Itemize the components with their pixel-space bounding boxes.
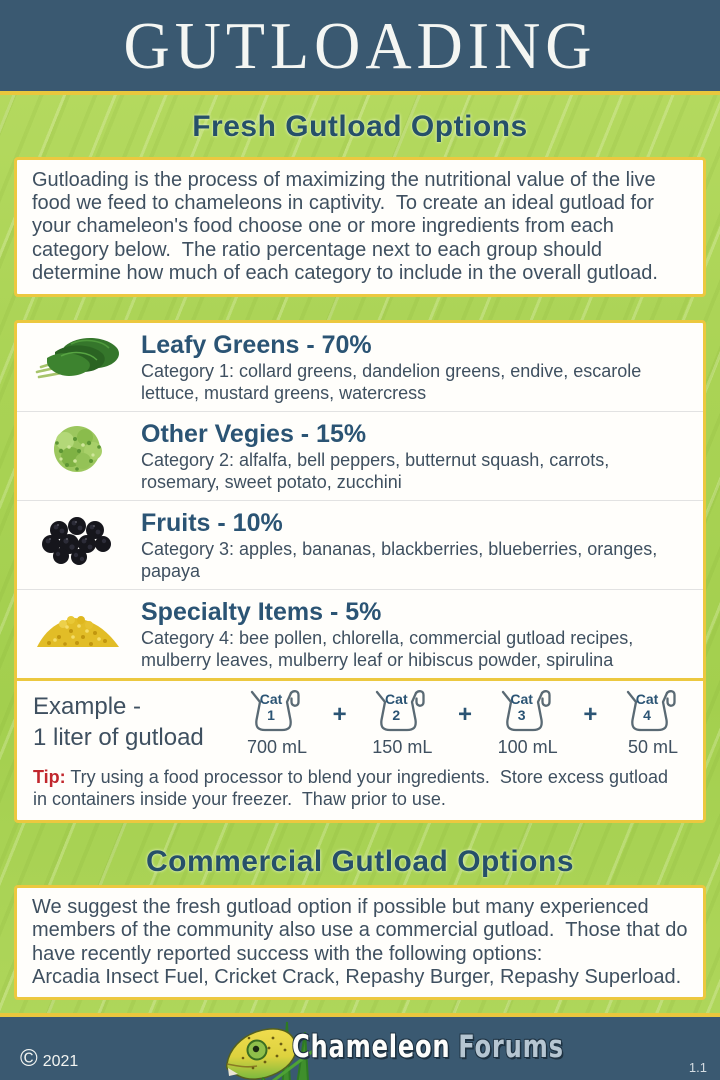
cup-amount: 100 mL xyxy=(497,736,558,757)
alfalfa-sprouts-photo xyxy=(29,420,129,478)
category-row-fruits: Fruits - 10% Category 3: apples, bananas… xyxy=(17,499,703,589)
category-title: Specialty Items - 5% xyxy=(141,597,382,626)
commercial-products: Arcadia Insect Fuel, Cricket Crack, Repa… xyxy=(32,965,682,988)
category-desc: Category 1: collard greens, dandelion gr… xyxy=(141,360,642,403)
cup-cat-label: Cat 1 xyxy=(259,690,283,723)
bee-pollen-photo xyxy=(29,598,129,656)
category-row-leafy-greens: Leafy Greens - 70% Category 1: collard g… xyxy=(17,323,703,411)
measuring-cup-cat4: Cat 4 50 mL xyxy=(617,689,689,758)
measuring-cup-icon xyxy=(501,689,551,731)
category-row-other-vegies: Other Vegies - 15% Category 2: alfalfa, … xyxy=(17,410,703,500)
cup-cat-label: Cat 3 xyxy=(510,690,533,723)
example-row: Example - 1 liter of gutload Cat xyxy=(17,677,703,760)
measuring-cup-icon xyxy=(376,689,425,731)
tip-label: Tip: xyxy=(33,766,66,787)
copyright: © 2021 xyxy=(20,1045,79,1072)
measuring-cup-cat3: Cat 3 100 mL xyxy=(492,689,564,758)
cup-cat-label: Cat 2 xyxy=(385,690,408,723)
category-desc: Category 3: apples, bananas, blackberrie… xyxy=(141,538,658,581)
category-title: Leafy Greens - 70% xyxy=(141,330,372,359)
measuring-cup-icon xyxy=(626,689,676,731)
category-title: Other Vegies - 15% xyxy=(141,419,367,448)
blackberries-photo xyxy=(29,509,129,567)
blackberries-icon xyxy=(42,516,111,565)
fresh-gutload-heading: Fresh Gutload Options xyxy=(192,110,528,143)
categories-box: Leafy Greens - 70% Category 1: collard g… xyxy=(14,319,706,824)
header-banner: GUTLOADING xyxy=(0,0,720,95)
cup-amount: 700 mL xyxy=(246,736,308,757)
brand-chameleon: Chameleon xyxy=(292,1029,451,1065)
cup-amount: 150 mL xyxy=(372,736,433,757)
copyright-icon: © xyxy=(20,1045,38,1072)
commercial-text: We suggest the fresh gutload option if p… xyxy=(32,896,694,965)
leafy-greens-icon xyxy=(35,337,119,379)
version-number: 1.1 xyxy=(688,1060,707,1075)
cup-amount: 50 mL xyxy=(627,736,678,757)
alfalfa-sprouts-icon xyxy=(54,425,102,472)
plus-sign: + xyxy=(332,700,347,728)
measuring-cup-icon xyxy=(250,689,300,731)
chameleon-logo-icon xyxy=(225,1018,325,1080)
tip-text: Tip: Try using a food processor to blend… xyxy=(33,766,674,809)
brand-forums: Forums xyxy=(458,1029,564,1065)
commercial-box: We suggest the fresh gutload option if p… xyxy=(14,885,706,1000)
plus-sign: + xyxy=(457,700,472,728)
bee-pollen-icon xyxy=(37,615,119,647)
example-label: Example - 1 liter of gutload xyxy=(33,692,204,751)
plus-sign: + xyxy=(583,700,598,728)
category-desc: Category 4: bee pollen, chlorella, comme… xyxy=(141,627,634,670)
category-row-specialty-items: Specialty Items - 5% Category 4: bee pol… xyxy=(17,588,703,678)
leafy-greens-photo xyxy=(29,331,129,389)
brand-logo-text: Chameleon Forums xyxy=(292,1029,564,1065)
category-title: Fruits - 10% xyxy=(141,508,283,537)
footer-banner: Chameleon Forums © 2021 1.1 xyxy=(0,1013,720,1080)
commercial-gutload-heading: Commercial Gutload Options xyxy=(145,845,575,879)
category-desc: Category 2: alfalfa, bell peppers, butte… xyxy=(141,449,610,492)
measuring-cup-cat1: Cat 1 700 mL xyxy=(241,689,313,758)
intro-box: Gutloading is the process of maximizing … xyxy=(14,157,706,297)
example-cups: Cat 1 700 mL + xyxy=(241,689,693,758)
page-title: GUTLOADING xyxy=(123,8,597,82)
intro-text: Gutloading is the process of maximizing … xyxy=(32,169,662,284)
cup-cat-label: Cat 4 xyxy=(635,690,659,723)
measuring-cup-cat2: Cat 2 150 mL xyxy=(366,689,438,758)
